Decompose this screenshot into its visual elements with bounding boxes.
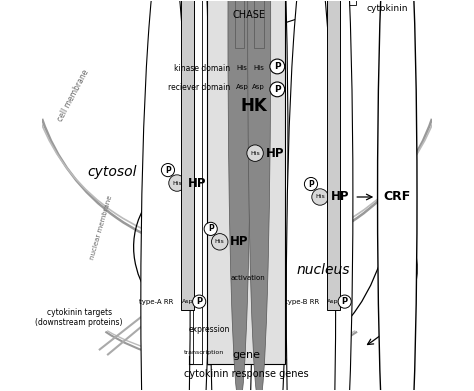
- FancyBboxPatch shape: [234, 0, 250, 79]
- Text: Asp: Asp: [252, 84, 265, 90]
- FancyBboxPatch shape: [234, 0, 250, 96]
- Circle shape: [247, 145, 263, 161]
- Ellipse shape: [210, 0, 253, 391]
- Circle shape: [204, 222, 217, 235]
- FancyBboxPatch shape: [208, 0, 285, 364]
- Text: P: P: [196, 297, 202, 306]
- Text: activation: activation: [230, 275, 265, 281]
- Text: cytosol: cytosol: [87, 165, 137, 179]
- Text: P: P: [342, 297, 348, 306]
- Text: type-A RR: type-A RR: [139, 299, 173, 305]
- Ellipse shape: [167, 0, 210, 391]
- FancyBboxPatch shape: [235, 0, 245, 48]
- Text: P: P: [274, 85, 281, 94]
- Text: His: His: [315, 194, 325, 199]
- Text: P: P: [308, 179, 314, 188]
- Text: P: P: [274, 62, 281, 71]
- Text: reciever domain: reciever domain: [168, 83, 230, 92]
- FancyBboxPatch shape: [254, 0, 264, 48]
- Ellipse shape: [286, 0, 336, 391]
- Text: His: His: [250, 151, 260, 156]
- Circle shape: [304, 178, 318, 191]
- Circle shape: [312, 189, 328, 205]
- Text: His: His: [215, 239, 225, 244]
- Text: His: His: [237, 65, 247, 72]
- Ellipse shape: [378, 0, 417, 391]
- Ellipse shape: [245, 0, 288, 391]
- Ellipse shape: [141, 0, 190, 391]
- Text: Asp: Asp: [236, 84, 248, 90]
- FancyBboxPatch shape: [338, 0, 356, 5]
- Circle shape: [270, 59, 285, 74]
- Text: HP: HP: [265, 147, 284, 160]
- Text: HK: HK: [241, 97, 268, 115]
- Circle shape: [169, 175, 185, 191]
- Text: nucleus: nucleus: [297, 263, 350, 277]
- Text: CHASE: CHASE: [233, 10, 266, 20]
- Text: Asp: Asp: [182, 299, 193, 304]
- Text: His: His: [172, 181, 182, 186]
- Text: CRF: CRF: [383, 190, 411, 203]
- Text: cytokinin response genes: cytokinin response genes: [184, 369, 309, 379]
- Text: HP: HP: [188, 177, 206, 190]
- Text: Asp: Asp: [328, 299, 339, 304]
- Text: transcription: transcription: [184, 350, 224, 355]
- Text: kinase domain: kinase domain: [174, 64, 230, 73]
- FancyBboxPatch shape: [327, 0, 340, 310]
- Text: cytokinin targets
(downstream proteins): cytokinin targets (downstream proteins): [36, 308, 123, 327]
- Text: HP: HP: [230, 235, 249, 248]
- Text: nuclear membrane: nuclear membrane: [89, 195, 113, 261]
- Text: type-B RR: type-B RR: [285, 299, 319, 305]
- Text: cytokinin: cytokinin: [367, 4, 409, 13]
- Circle shape: [338, 295, 351, 308]
- Ellipse shape: [248, 0, 271, 391]
- Text: expression: expression: [189, 325, 230, 334]
- Circle shape: [161, 163, 174, 177]
- Text: gene: gene: [232, 350, 260, 361]
- FancyBboxPatch shape: [250, 0, 266, 96]
- FancyBboxPatch shape: [181, 0, 194, 310]
- Text: cell membrane: cell membrane: [56, 68, 91, 123]
- FancyBboxPatch shape: [192, 0, 202, 364]
- Text: HP: HP: [330, 190, 349, 203]
- Text: His: His: [253, 65, 264, 72]
- Circle shape: [211, 233, 228, 250]
- Text: P: P: [208, 224, 214, 233]
- Ellipse shape: [310, 0, 353, 391]
- FancyBboxPatch shape: [250, 0, 266, 79]
- Text: P: P: [165, 166, 171, 175]
- Ellipse shape: [228, 0, 251, 391]
- Circle shape: [270, 82, 285, 97]
- Circle shape: [192, 295, 206, 308]
